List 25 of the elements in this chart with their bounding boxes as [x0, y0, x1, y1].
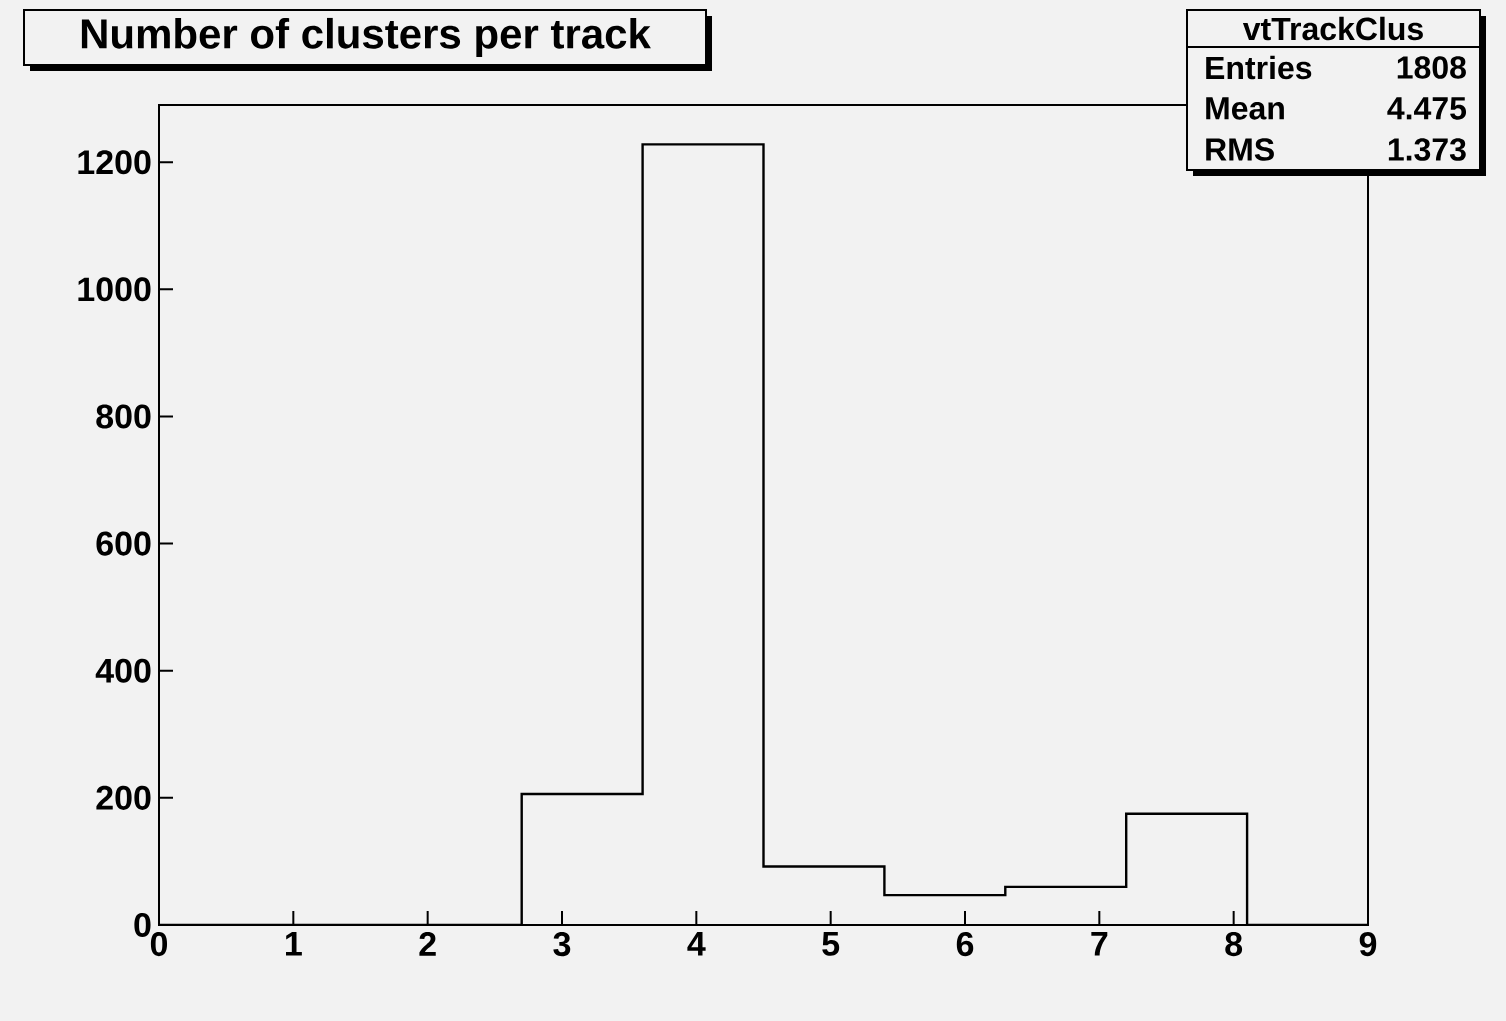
y-tick-label: 200	[96, 785, 151, 810]
y-tick-label: 800	[96, 404, 151, 429]
text: 1808	[1397, 56, 1466, 79]
annotation: Mean	[1206, 97, 1284, 120]
text: Entries	[1206, 55, 1312, 80]
x-tick-label: 5	[822, 932, 840, 956]
x-tick-label: 6	[956, 932, 974, 957]
chart-title: Number of clusters per track	[81, 17, 651, 58]
y-tick-label: 1200	[78, 150, 151, 175]
x-tick-label: 0	[150, 932, 168, 957]
text: 4.475	[1387, 97, 1467, 120]
y-tick-label: 0	[134, 912, 151, 938]
text: vtTrackClus	[1242, 16, 1423, 41]
annotation: RMS	[1206, 138, 1274, 161]
x-tick-label: 7	[1091, 932, 1108, 956]
x-tick-label: 1	[286, 932, 302, 956]
x-tick-label: 3	[553, 932, 571, 957]
y-tick-label: 1000	[78, 277, 151, 302]
x-tick-label: 9	[1359, 932, 1377, 957]
y-tick-label: 400	[95, 658, 151, 683]
x-tick-label: 8	[1225, 932, 1243, 957]
y-tick-label: 600	[96, 531, 151, 556]
x-tick-label: 4	[687, 932, 706, 956]
text: 1.373	[1388, 138, 1466, 161]
x-tick-label: 2	[419, 932, 436, 956]
